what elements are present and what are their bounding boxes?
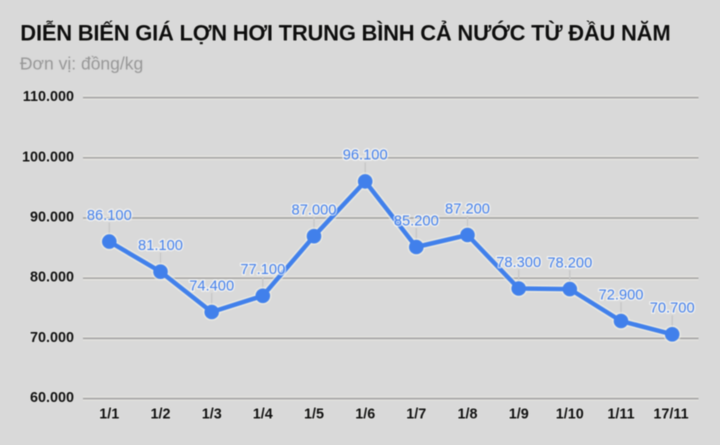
svg-text:DIỄN BIẾN GIÁ LỢN HƠI TRUNG BÌ: DIỄN BIẾN GIÁ LỢN HƠI TRUNG BÌNH CẢ NƯỚC…: [20, 19, 670, 45]
svg-text:70.000: 70.000: [30, 330, 74, 346]
svg-text:77.100: 77.100: [240, 262, 285, 278]
svg-text:100.000: 100.000: [22, 149, 74, 165]
svg-text:1/3: 1/3: [202, 407, 222, 423]
svg-text:74.400: 74.400: [189, 278, 234, 294]
svg-text:60.000: 60.000: [30, 390, 74, 406]
svg-text:1/5: 1/5: [304, 407, 324, 423]
svg-text:1/4: 1/4: [253, 407, 273, 423]
svg-text:81.100: 81.100: [138, 238, 183, 254]
svg-text:87.200: 87.200: [445, 201, 490, 217]
svg-text:1/9: 1/9: [509, 407, 529, 423]
svg-text:80.000: 80.000: [30, 270, 74, 286]
svg-text:1/10: 1/10: [556, 407, 584, 423]
svg-text:1/2: 1/2: [150, 407, 170, 423]
svg-text:72.900: 72.900: [599, 287, 644, 303]
svg-text:110.000: 110.000: [23, 89, 74, 105]
svg-text:70.700: 70.700: [650, 301, 695, 317]
svg-text:1/1: 1/1: [99, 407, 119, 423]
svg-text:78.200: 78.200: [547, 255, 592, 271]
svg-text:86.100: 86.100: [87, 208, 132, 224]
svg-text:78.300: 78.300: [496, 255, 541, 271]
svg-text:1/8: 1/8: [457, 407, 477, 423]
svg-text:96.100: 96.100: [343, 148, 388, 164]
svg-text:87.000: 87.000: [292, 203, 337, 219]
svg-text:1/6: 1/6: [355, 407, 375, 423]
svg-text:1/11: 1/11: [607, 407, 634, 423]
svg-text:90.000: 90.000: [30, 210, 74, 226]
svg-text:1/7: 1/7: [406, 407, 426, 423]
svg-text:85.200: 85.200: [394, 213, 439, 229]
svg-text:Đơn vị: đồng/kg: Đơn vị: đồng/kg: [20, 53, 143, 73]
svg-text:17/11: 17/11: [653, 407, 688, 423]
